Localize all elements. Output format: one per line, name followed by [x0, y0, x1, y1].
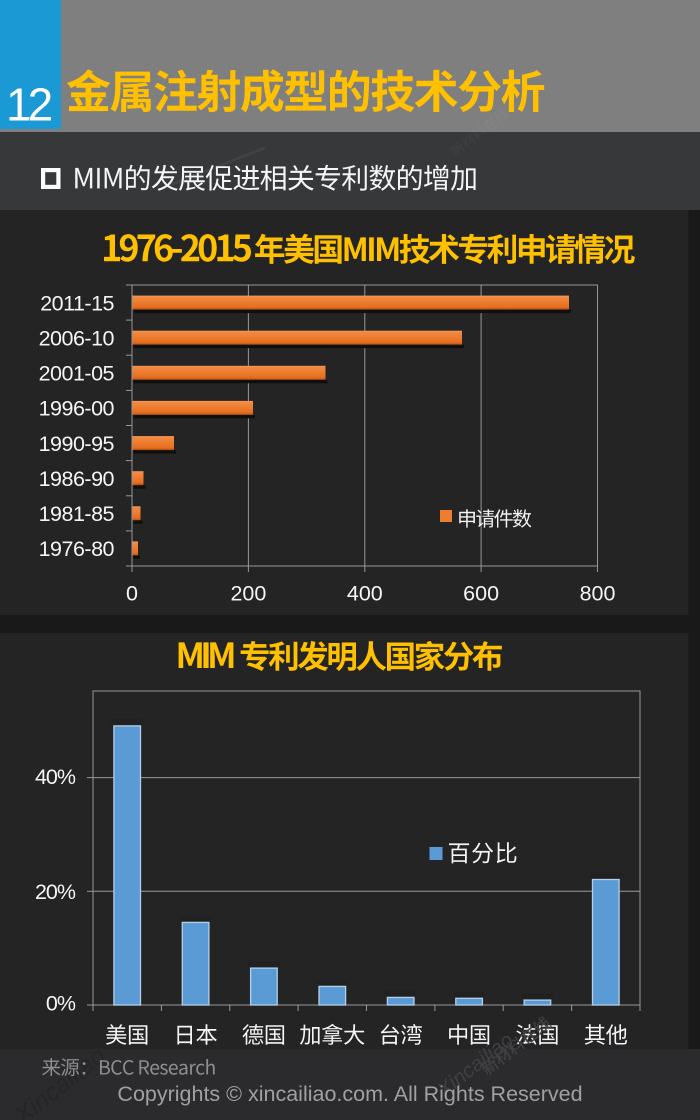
svg-text:600: 600 — [463, 581, 499, 605]
svg-text:2006-10: 2006-10 — [39, 326, 115, 350]
svg-text:1981-85: 1981-85 — [39, 502, 115, 526]
svg-text:0%: 0% — [46, 991, 76, 1015]
svg-text:0: 0 — [126, 581, 138, 605]
svg-text:2011-15: 2011-15 — [40, 291, 114, 315]
svg-text:1990-95: 1990-95 — [39, 432, 115, 456]
svg-text:1996-00: 1996-00 — [39, 397, 115, 421]
svg-text:400: 400 — [347, 581, 383, 605]
svg-text:40%: 40% — [35, 765, 76, 789]
svg-text:2001-05: 2001-05 — [39, 362, 115, 386]
svg-text:1986-90: 1986-90 — [39, 467, 115, 491]
svg-text:Copyrights © xincailiao.com. A: Copyrights © xincailiao.com. All Rights … — [117, 1082, 582, 1106]
svg-text:200: 200 — [230, 581, 266, 605]
svg-text:12: 12 — [6, 79, 52, 131]
svg-text:1976-80: 1976-80 — [39, 537, 115, 561]
svg-text:20%: 20% — [35, 880, 76, 904]
svg-text:800: 800 — [580, 581, 616, 605]
